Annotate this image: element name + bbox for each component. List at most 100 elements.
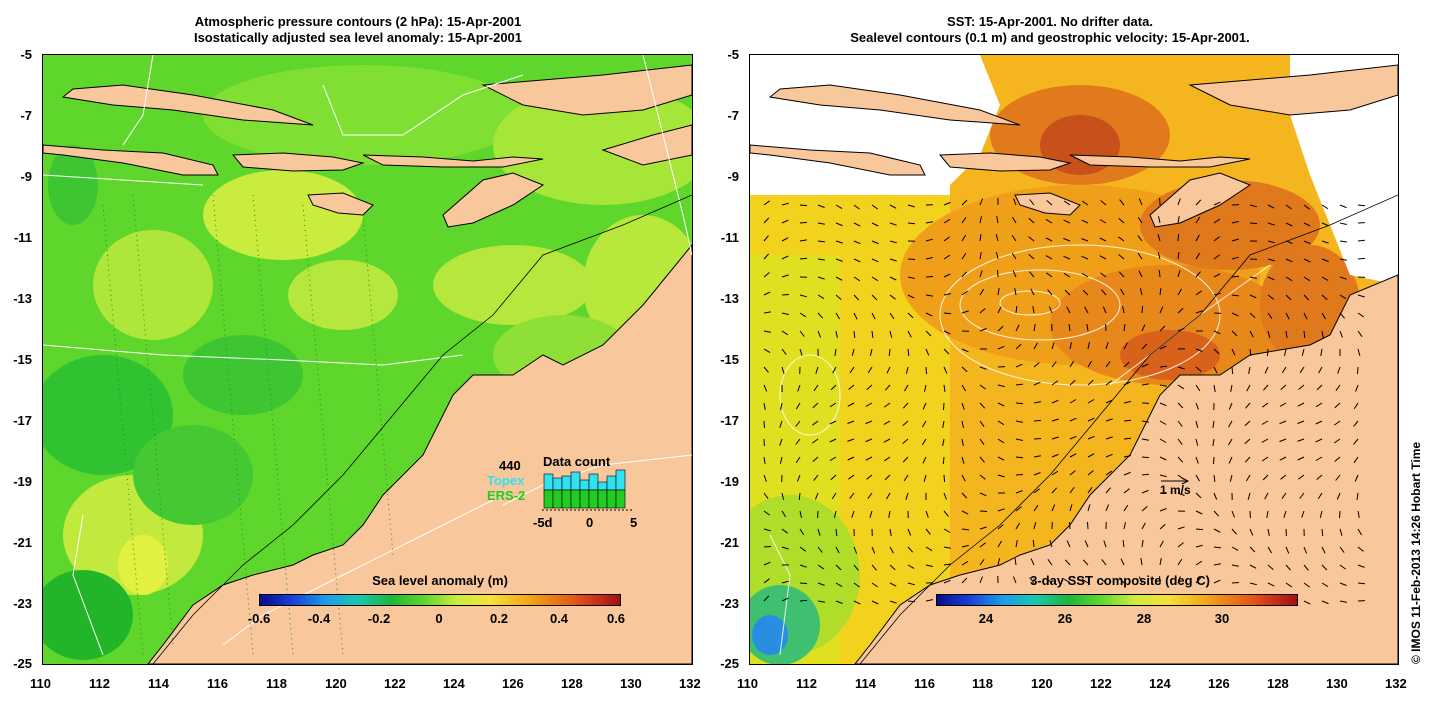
velocity-arrow xyxy=(979,402,986,409)
velocity-arrow xyxy=(979,198,984,206)
velocity-arrow xyxy=(1015,456,1024,459)
velocity-arrow xyxy=(1299,492,1305,499)
velocity-arrow xyxy=(1159,384,1167,387)
velocity-arrow xyxy=(1357,366,1359,375)
velocity-arrow xyxy=(1015,383,1023,386)
velocity-arrow xyxy=(1213,366,1218,374)
velocity-arrow xyxy=(1353,456,1359,464)
left-lon-tick: 128 xyxy=(561,676,583,691)
velocity-arrow xyxy=(907,222,916,225)
velocity-arrow xyxy=(1105,399,1113,404)
velocity-arrow xyxy=(961,384,967,392)
velocity-arrow xyxy=(1212,420,1215,428)
velocity-arrow xyxy=(871,330,874,338)
velocity-arrow xyxy=(795,438,801,445)
velocity-arrow xyxy=(1339,330,1343,338)
velocity-arrow xyxy=(1118,271,1125,278)
left-lat-tick: -23 xyxy=(13,596,32,611)
velocity-arrow xyxy=(781,510,787,518)
sst-colorbar-tick: 28 xyxy=(1136,611,1152,626)
velocity-arrow xyxy=(1099,255,1107,260)
right-lat-tick: -7 xyxy=(727,108,739,123)
velocity-arrow xyxy=(1159,438,1167,443)
velocity-arrow xyxy=(961,474,966,482)
velocity-arrow xyxy=(1064,559,1071,566)
velocity-arrow xyxy=(1141,438,1149,441)
velocity-arrow xyxy=(867,492,873,499)
velocity-arrow xyxy=(799,582,808,584)
velocity-arrow xyxy=(1015,490,1023,494)
velocity-arrow xyxy=(796,474,801,482)
velocity-arrow xyxy=(1051,453,1059,458)
velocity-arrow xyxy=(1159,306,1164,314)
velocity-arrow xyxy=(829,456,837,462)
velocity-arrow xyxy=(1012,270,1017,278)
velocity-arrow xyxy=(1014,558,1017,566)
velocity-arrow xyxy=(943,528,951,533)
velocity-arrow xyxy=(1249,546,1256,553)
velocity-arrow xyxy=(1105,380,1112,386)
velocity-arrow xyxy=(853,294,860,301)
left-lon-tick: 132 xyxy=(679,676,701,691)
velocity-arrow xyxy=(924,384,927,392)
data-count-title: Data count xyxy=(543,454,611,469)
velocity-arrow xyxy=(1141,343,1148,350)
velocity-arrow xyxy=(1315,456,1323,461)
velocity-arrow xyxy=(1334,402,1341,409)
velocity-arrow xyxy=(1263,384,1269,391)
velocity-arrow xyxy=(1267,294,1274,300)
velocity-arrow xyxy=(1303,330,1306,339)
velocity-arrow xyxy=(1099,219,1107,224)
velocity-arrow xyxy=(1123,361,1130,368)
velocity-arrow xyxy=(943,546,951,549)
velocity-arrow xyxy=(1033,401,1041,404)
velocity-arrow xyxy=(1267,222,1275,226)
velocity-arrow xyxy=(798,492,801,501)
velocity-arrow xyxy=(1137,235,1143,242)
velocity-arrow xyxy=(853,258,861,263)
sla-map[interactable] xyxy=(42,54,693,665)
velocity-arrow xyxy=(1087,435,1095,440)
velocity-arrow xyxy=(763,420,765,429)
velocity-arrow xyxy=(979,542,986,548)
velocity-arrow xyxy=(1213,236,1220,242)
left-lat-tick: -19 xyxy=(13,474,32,489)
velocity-arrow xyxy=(781,546,789,550)
velocity-arrow xyxy=(1267,204,1275,209)
velocity-arrow xyxy=(1267,546,1273,554)
velocity-arrow xyxy=(997,558,1001,566)
right-lon-tick: 118 xyxy=(972,676,993,691)
data-count-axis-start: -5d xyxy=(533,515,553,530)
velocity-arrow xyxy=(1357,546,1364,552)
velocity-arrow xyxy=(799,348,803,356)
sst-map[interactable] xyxy=(749,54,1399,665)
velocity-arrow xyxy=(763,545,772,548)
velocity-arrow xyxy=(1177,216,1180,224)
velocity-arrow xyxy=(1231,528,1237,535)
velocity-arrow xyxy=(1280,474,1287,480)
left-lat-tick: -9 xyxy=(20,169,32,184)
velocity-arrow xyxy=(889,258,897,262)
velocity-arrow xyxy=(1099,237,1107,242)
velocity-arrow xyxy=(1087,487,1093,494)
velocity-arrow xyxy=(853,276,861,282)
velocity-arrow xyxy=(979,366,987,370)
velocity-arrow xyxy=(1213,218,1221,224)
velocity-arrow xyxy=(943,474,946,483)
right-lon-tick: 132 xyxy=(1385,676,1407,691)
right-lat-tick: -25 xyxy=(720,656,739,671)
altimeter-tracks xyxy=(102,194,394,656)
velocity-arrow xyxy=(1087,360,1093,368)
right-lon-tick: 122 xyxy=(1090,676,1112,691)
velocity-arrow xyxy=(1177,402,1184,409)
velocity-arrow xyxy=(1301,348,1305,356)
velocity-arrow xyxy=(997,456,1005,461)
velocity-arrow xyxy=(1103,540,1107,548)
velocity-arrow xyxy=(1213,579,1221,584)
velocity-arrow xyxy=(1303,600,1311,605)
velocity-arrow xyxy=(1213,273,1221,278)
velocity-arrow xyxy=(1357,257,1366,260)
velocity-arrow xyxy=(979,252,982,260)
velocity-arrow xyxy=(1177,288,1182,296)
velocity-arrow xyxy=(1339,600,1347,603)
